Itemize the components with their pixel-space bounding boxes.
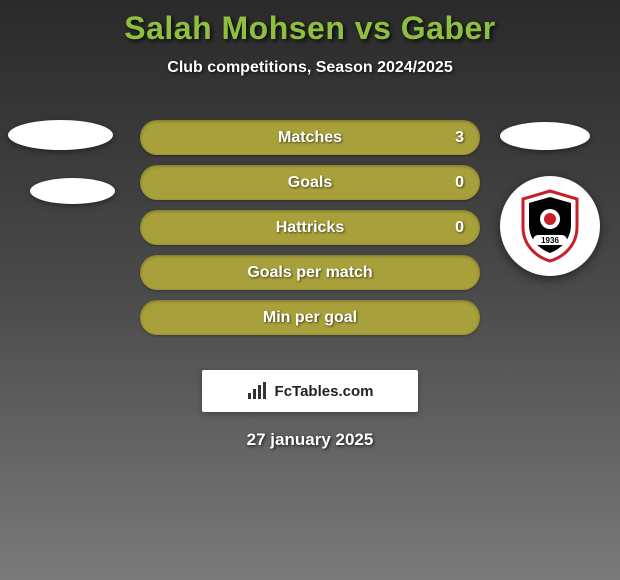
stat-bar-goals: Goals 0 xyxy=(140,165,480,200)
page-title: Salah Mohsen vs Gaber xyxy=(0,0,620,47)
stats-container: Matches 3 Goals 0 Hattricks 0 Goals per … xyxy=(140,120,480,335)
stat-bar-matches: Matches 3 xyxy=(140,120,480,155)
stat-label: Matches xyxy=(278,129,342,147)
bars-icon xyxy=(247,382,269,400)
attribution-text: FcTables.com xyxy=(275,383,374,400)
stat-value: 0 xyxy=(455,174,464,192)
stat-bar-min-per-goal: Min per goal xyxy=(140,300,480,335)
player-badge-placeholder xyxy=(8,120,113,150)
player-badge-placeholder xyxy=(30,178,115,204)
club-shield-icon: 1936 xyxy=(519,189,581,263)
stat-bar-hattricks: Hattricks 0 xyxy=(140,210,480,245)
stat-value: 0 xyxy=(455,219,464,237)
right-player-badges: 1936 xyxy=(500,122,600,276)
attribution-badge: FcTables.com xyxy=(202,370,418,412)
stat-bar-goals-per-match: Goals per match xyxy=(140,255,480,290)
left-player-badges xyxy=(8,120,115,204)
club-logo: 1936 xyxy=(500,176,600,276)
stat-label: Min per goal xyxy=(263,309,357,327)
stat-label: Goals xyxy=(288,174,332,192)
player-badge-placeholder xyxy=(500,122,590,150)
stat-label: Hattricks xyxy=(276,219,344,237)
club-year: 1936 xyxy=(541,236,559,245)
stat-value: 3 xyxy=(455,129,464,147)
footer-block: FcTables.com 27 january 2025 xyxy=(140,354,480,450)
page-subtitle: Club competitions, Season 2024/2025 xyxy=(0,59,620,77)
date-text: 27 january 2025 xyxy=(140,430,480,450)
stat-label: Goals per match xyxy=(247,264,372,282)
